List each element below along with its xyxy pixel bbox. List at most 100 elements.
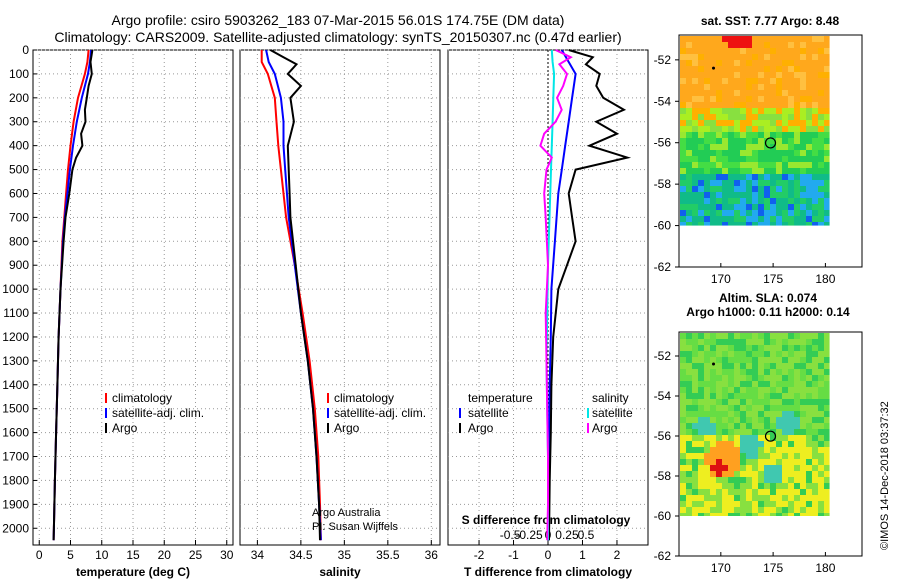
sla-map-cell: [752, 513, 758, 516]
sst-map-cell: [764, 180, 770, 186]
sst-map-cell: [692, 156, 698, 162]
sla-map-cell: [788, 351, 794, 357]
sst-map-cell: [800, 198, 806, 204]
sst-map-cell: [716, 156, 722, 162]
sla-map-cell: [794, 339, 800, 345]
sla-map-cell: [824, 333, 830, 339]
sla-map-cell: [680, 489, 686, 495]
sla-map-cell: [734, 381, 740, 387]
temp-xtick-label: 0: [36, 548, 43, 562]
sla-map-cell: [740, 357, 746, 363]
sla-map-cell: [716, 441, 722, 447]
sst-map-cell: [746, 54, 752, 60]
sla-map-cell: [812, 465, 818, 471]
sla-map-cell: [752, 405, 758, 411]
sst-map-cell: [794, 132, 800, 138]
sla-map-cell: [770, 357, 776, 363]
sla-map-cell: [692, 495, 698, 501]
sst-map-cell: [704, 150, 710, 156]
sst-map-cell: [728, 132, 734, 138]
sst-map-cell: [764, 132, 770, 138]
sst-map-cell: [716, 42, 722, 48]
sla-map-cell: [764, 351, 770, 357]
sst-map-cell: [818, 36, 824, 42]
sst-map-cell: [800, 96, 806, 102]
sla-map-cell: [716, 375, 722, 381]
sst-map-cell: [806, 108, 812, 114]
sst-map-cell: [722, 222, 728, 226]
sla-map-cell: [746, 405, 752, 411]
sla-map-cell: [752, 495, 758, 501]
sla-map-cell: [704, 507, 710, 513]
sal-legend-label: satellite-adj. clim.: [334, 406, 426, 420]
sst-map-cell: [788, 42, 794, 48]
sst-map-cell: [770, 138, 776, 144]
figure-title-line2: Climatology: CARS2009. Satellite-adjuste…: [54, 29, 621, 45]
sst-map-cell: [770, 120, 776, 126]
sst-map-cell: [710, 36, 716, 42]
sst-map-cell: [686, 36, 692, 42]
sst-map-cell: [710, 156, 716, 162]
sla-map-cell: [722, 429, 728, 435]
sla-map-cell: [800, 339, 806, 345]
sla-map-cell: [818, 417, 824, 423]
sla-map-cell: [812, 423, 818, 429]
sla-map-cell: [722, 501, 728, 507]
sst-map-cell: [812, 90, 818, 96]
sla-map-cell: [818, 357, 824, 363]
sst-map-cell: [680, 156, 686, 162]
sla-map-cell: [806, 381, 812, 387]
sst-map-cell: [680, 144, 686, 150]
sst-map-cell: [704, 66, 710, 72]
sla-map-cell: [818, 405, 824, 411]
sst-map-cell: [734, 48, 740, 54]
sst-map-cell: [794, 168, 800, 174]
sla-map-cell: [686, 501, 692, 507]
sst-map-cell: [800, 54, 806, 60]
sst-map-cell: [812, 222, 818, 226]
sst-map-cell: [770, 72, 776, 78]
sst-map-cell: [710, 144, 716, 150]
sla-map-cell: [794, 447, 800, 453]
sla-map-cell: [740, 375, 746, 381]
sla-map-cell: [752, 345, 758, 351]
sst-map-cell: [752, 168, 758, 174]
sla-map-cell: [806, 369, 812, 375]
sla-map-cell: [734, 405, 740, 411]
sla-map-cell: [704, 369, 710, 375]
sst-map-cell: [704, 60, 710, 66]
sla-map-cell: [806, 333, 812, 339]
sst-map-cell: [776, 84, 782, 90]
sst-map-cell: [716, 138, 722, 144]
sst-map-cell: [692, 36, 698, 42]
sla-map-cell: [794, 465, 800, 471]
sst-map-cell: [692, 162, 698, 168]
sst-map-cell: [734, 126, 740, 132]
sst-map-cell: [740, 36, 746, 42]
sst-map-cell: [728, 108, 734, 114]
sla-map-cell: [698, 339, 704, 345]
sst-map-cell: [788, 126, 794, 132]
sst-map-cell: [740, 174, 746, 180]
sst-map-cell: [752, 96, 758, 102]
sla-map-cell: [692, 501, 698, 507]
sla-map-cell: [770, 393, 776, 399]
sla-map-cell: [770, 501, 776, 507]
sla-map-cell: [812, 387, 818, 393]
sst-map-cell: [788, 162, 794, 168]
sla-map-cell: [716, 387, 722, 393]
sst-map-cell: [788, 72, 794, 78]
sst-map-cell: [764, 156, 770, 162]
sst-map-cell: [746, 174, 752, 180]
sla-map-cell: [758, 423, 764, 429]
sla-map-cell: [800, 453, 806, 459]
sal-xtick-label: 34: [251, 548, 265, 562]
sla-map-cell: [800, 459, 806, 465]
sst-map-cell: [788, 198, 794, 204]
sla-map-cell: [746, 435, 752, 441]
sla-map-cell: [716, 351, 722, 357]
sst-map-cell: [728, 174, 734, 180]
sst-map-cell: [698, 126, 704, 132]
diff-xtick-label: 1: [579, 548, 586, 562]
sst-map-cell: [764, 102, 770, 108]
